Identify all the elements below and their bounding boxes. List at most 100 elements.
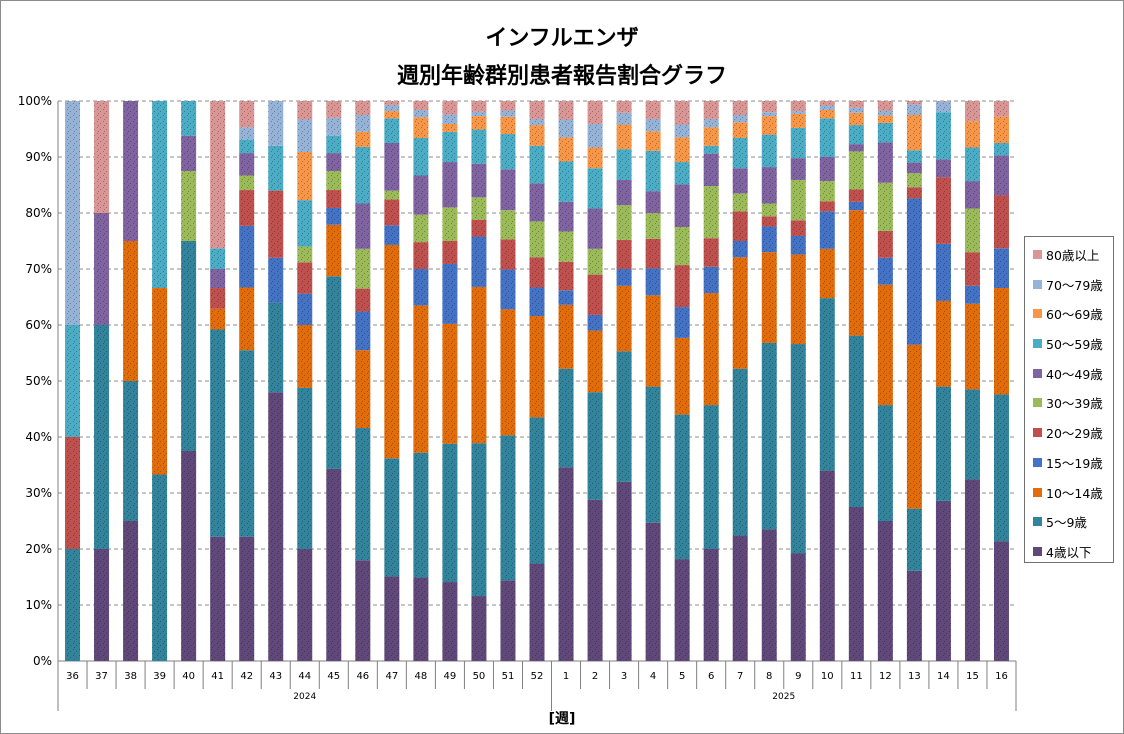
chart-legend: 80歳以上 70～79歳 60～69歳 50～59歳 40～49歳 30～39歳 20～29…	[1024, 236, 1114, 563]
bar-texture	[297, 119, 313, 152]
bar-texture	[935, 386, 951, 501]
bar-texture	[877, 182, 893, 231]
y-tick-label: 90%	[25, 150, 52, 164]
bar-texture	[500, 269, 516, 310]
legend-item: 30～39歳	[1025, 391, 1113, 421]
bar-texture	[616, 112, 632, 125]
bar-texture	[906, 101, 922, 105]
bar-texture	[297, 246, 313, 263]
bar-texture	[877, 230, 893, 258]
bar-texture	[471, 596, 487, 661]
bar-texture	[790, 101, 806, 112]
legend-swatch	[1033, 487, 1042, 497]
legend-label: 5～9歳	[1046, 515, 1087, 531]
x-tick-label: 10	[821, 671, 834, 682]
bar-texture	[65, 325, 81, 437]
bar-texture	[94, 549, 110, 661]
bar-texture	[384, 101, 400, 105]
bar-texture	[848, 335, 864, 507]
bar-texture	[471, 443, 487, 597]
bar-texture	[152, 288, 168, 475]
bar-texture	[442, 263, 458, 324]
bar-texture	[239, 101, 255, 128]
bar-texture	[993, 541, 1009, 661]
bar-texture	[993, 101, 1009, 117]
bar-texture	[210, 308, 226, 330]
bar-texture	[616, 351, 632, 482]
bar-texture	[761, 342, 777, 530]
legend-label: 60～69歳	[1046, 307, 1103, 323]
bar-texture	[819, 201, 835, 212]
bar-texture	[674, 137, 690, 163]
bar-texture	[790, 179, 806, 221]
bar-texture	[587, 147, 603, 169]
bar-texture	[906, 150, 922, 163]
bar-texture	[413, 577, 429, 661]
bar-texture	[761, 216, 777, 227]
bar-texture	[384, 143, 400, 191]
bar-texture	[761, 167, 777, 204]
legend-label: 70～79歳	[1046, 277, 1103, 293]
bar-texture	[587, 314, 603, 331]
bar-texture	[268, 392, 284, 661]
bar-texture	[935, 500, 951, 661]
bar-texture	[645, 131, 661, 151]
bar-texture	[297, 387, 313, 549]
bar-texture	[587, 499, 603, 661]
legend-item: 40～49歳	[1025, 362, 1113, 392]
bar-texture	[674, 124, 690, 138]
bar-texture	[558, 137, 574, 162]
bar-texture	[297, 262, 313, 294]
x-tick-label: 4	[650, 671, 656, 682]
bar-texture	[935, 243, 951, 301]
bar-texture	[906, 104, 922, 115]
bar-texture	[239, 127, 255, 140]
bar-texture	[848, 101, 864, 108]
bar-texture	[529, 125, 545, 146]
bar-texture	[413, 137, 429, 176]
year-label: 2025	[772, 692, 795, 702]
bar-texture	[674, 227, 690, 266]
bar-texture	[471, 101, 487, 112]
bar-texture	[674, 307, 690, 338]
legend-swatch	[1033, 546, 1042, 556]
bar-texture	[993, 116, 1009, 143]
bar-texture	[529, 287, 545, 317]
year-label: 2024	[293, 692, 316, 702]
bar-texture	[326, 171, 342, 191]
bar-texture	[616, 124, 632, 150]
bar-texture	[384, 104, 400, 112]
bar-texture	[790, 220, 806, 236]
bar-texture	[500, 110, 516, 117]
x-tick-label: 5	[679, 671, 685, 682]
bar-texture	[442, 207, 458, 241]
bar-texture	[326, 190, 342, 208]
bar-texture	[210, 248, 226, 269]
bar-texture	[355, 560, 371, 661]
bar-texture	[413, 452, 429, 578]
chart-subtitle: 週別年齢群別患者報告割合グラフ	[396, 64, 727, 89]
bar-texture	[703, 238, 719, 267]
bar-texture	[993, 288, 1009, 395]
bar-texture	[703, 186, 719, 239]
bar-texture	[529, 183, 545, 222]
bar-texture	[239, 153, 255, 176]
bar-texture	[819, 157, 835, 182]
bar-texture	[964, 121, 980, 148]
y-tick-label: 0%	[33, 654, 52, 668]
bar-texture	[558, 119, 574, 138]
bar-texture	[674, 414, 690, 560]
bar-texture	[297, 151, 313, 201]
bar-texture	[906, 344, 922, 509]
bar-texture	[848, 125, 864, 145]
bar-texture	[703, 145, 719, 154]
bar-texture	[848, 189, 864, 202]
legend-item: 60～69歳	[1025, 302, 1113, 332]
x-tick-label: 43	[269, 671, 282, 682]
bar-texture	[616, 481, 632, 661]
bar-texture	[152, 474, 168, 661]
bar-texture	[732, 211, 748, 241]
legend-label: 15～19歳	[1046, 455, 1103, 471]
bar-texture	[877, 284, 893, 406]
bar-texture	[210, 329, 226, 537]
